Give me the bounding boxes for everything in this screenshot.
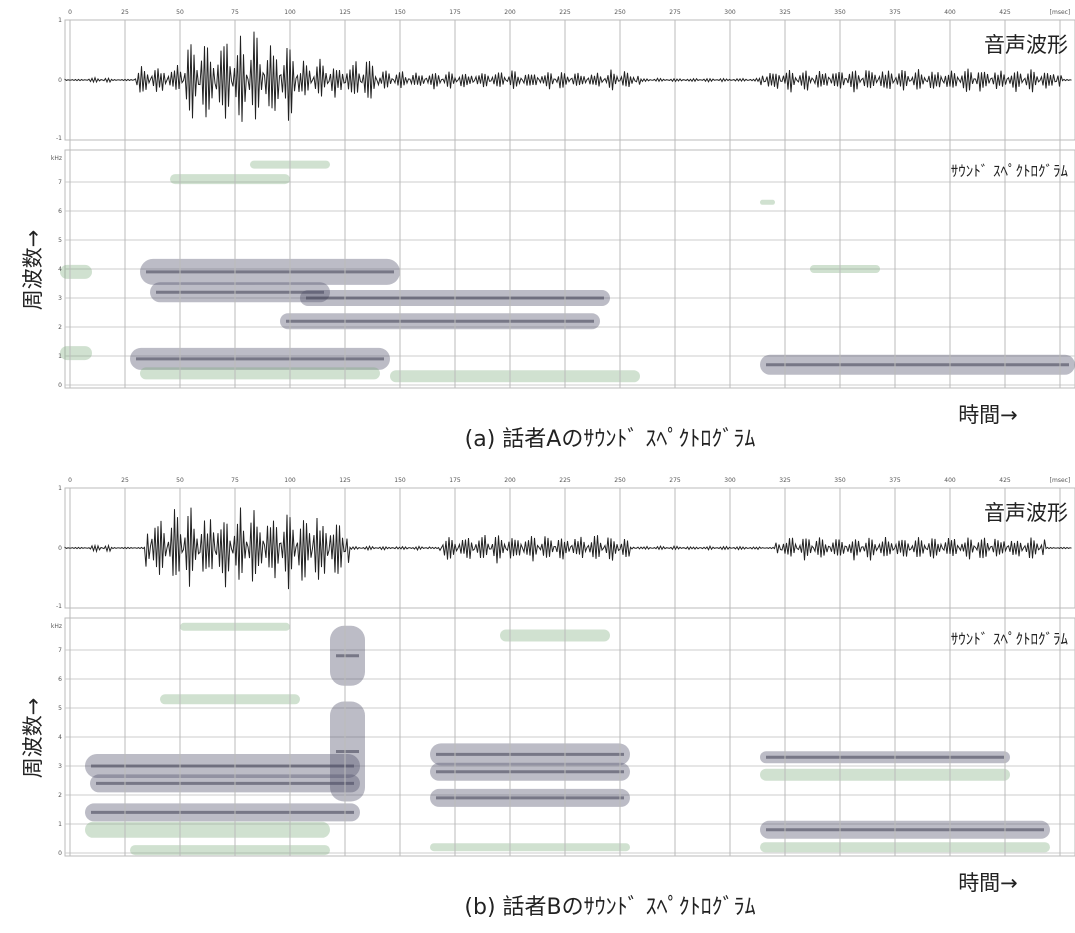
time-tick-label: 250 [614,9,626,16]
spectral-band [390,370,640,382]
y-axis-label: 周波数→ [21,230,45,311]
time-tick-label: 0 [68,9,72,16]
time-tick-label: 225 [559,477,571,484]
waveform-tick-label: 0 [58,77,62,84]
spectral-band [160,694,300,704]
caption: (b) 話者Bのｻｳﾝﾄﾞ ｽﾍﾟｸﾄﾛｸﾞﾗﾑ [464,895,755,920]
spectrogram-tick-label: 3 [58,763,62,770]
spectrogram-label: ｻｳﾝﾄﾞ ｽﾍﾟｸﾄﾛｸﾞﾗﾑ [951,630,1069,648]
time-tick-label: 325 [779,477,791,484]
spectrogram-tick-label: kHz [51,623,62,630]
time-tick-label: 425 [999,477,1011,484]
time-tick-label: 350 [834,9,846,16]
time-tick-label: 150 [394,477,406,484]
time-tick-label: 425 [999,9,1011,16]
time-tick-label: 100 [284,477,296,484]
time-tick-label: 275 [669,477,681,484]
spectrogram-tick-label: 7 [58,179,62,186]
spectrogram-tick-label: 5 [58,237,62,244]
y-axis-label: 周波数→ [21,698,45,779]
caption: (a) 話者Aのｻｳﾝﾄﾞ ｽﾍﾟｸﾄﾛｸﾞﾗﾑ [465,427,756,452]
time-tick-label: 300 [724,477,736,484]
spectrogram-tick-label: 0 [58,382,62,389]
time-tick-label: 200 [504,9,516,16]
waveform-label: 音声波形 [984,501,1068,525]
time-tick-label: 350 [834,477,846,484]
spectrogram-tick-label: 1 [58,353,62,360]
spectrogram-tick-label: 4 [58,266,62,273]
spectral-band [810,265,880,273]
time-tick-label: 25 [121,477,129,484]
time-tick-label: [msec] [1050,477,1071,484]
x-axis-label: 時間→ [958,403,1018,427]
spectral-band [130,845,330,855]
time-tick-label: 150 [394,9,406,16]
spectrogram-tick-label: 0 [58,850,62,857]
waveform-tick-label: 1 [58,485,62,492]
spectral-band [500,630,610,642]
time-tick-label: 225 [559,9,571,16]
spectrogram-tick-label: 3 [58,295,62,302]
spectrogram-tick-label: 2 [58,792,62,799]
spectral-band [760,769,1010,781]
spectral-band [60,265,92,279]
time-tick-label: 250 [614,477,626,484]
time-tick-label: 0 [68,477,72,484]
time-tick-label: 75 [231,477,239,484]
time-tick-label: 300 [724,9,736,16]
spectrogram-tick-label: kHz [51,155,62,162]
spectrogram-tick-label: 7 [58,647,62,654]
spectrogram-tick-label: 2 [58,324,62,331]
time-tick-label: 400 [944,9,956,16]
time-tick-label: 400 [944,477,956,484]
spectral-band [430,843,630,851]
time-tick-label: 50 [176,477,184,484]
time-tick-label: [msec] [1050,9,1071,16]
waveform-tick-label: 0 [58,545,62,552]
time-tick-label: 125 [339,477,351,484]
figure: 0255075100125150175200225250275300325350… [0,0,1075,929]
time-tick-label: 125 [339,9,351,16]
spectral-band [170,174,290,184]
spectral-band [760,200,775,205]
time-tick-label: 200 [504,477,516,484]
spectrogram-tick-label: 1 [58,821,62,828]
spectral-band [60,346,92,360]
spectrogram-tick-label: 6 [58,208,62,215]
x-axis-label: 時間→ [958,871,1018,895]
time-tick-label: 175 [449,477,461,484]
waveform-label: 音声波形 [984,33,1068,57]
waveform-tick-label: 1 [58,17,62,24]
time-tick-label: 75 [231,9,239,16]
spectral-band [140,367,380,379]
time-tick-label: 100 [284,9,296,16]
spectral-band [760,842,1050,852]
spectrogram-label: ｻｳﾝﾄﾞ ｽﾍﾟｸﾄﾛｸﾞﾗﾑ [951,162,1069,180]
time-tick-label: 375 [889,477,901,484]
spectrogram-tick-label: 6 [58,676,62,683]
time-tick-label: 375 [889,9,901,16]
spectrogram-tick-label: 4 [58,734,62,741]
spectrogram-tick-label: 5 [58,705,62,712]
time-tick-label: 25 [121,9,129,16]
waveform-tick-label: -1 [56,135,62,142]
waveform-tick-label: -1 [56,603,62,610]
time-tick-label: 175 [449,9,461,16]
time-tick-label: 50 [176,9,184,16]
spectral-band [85,822,330,838]
time-tick-label: 325 [779,9,791,16]
time-tick-label: 275 [669,9,681,16]
